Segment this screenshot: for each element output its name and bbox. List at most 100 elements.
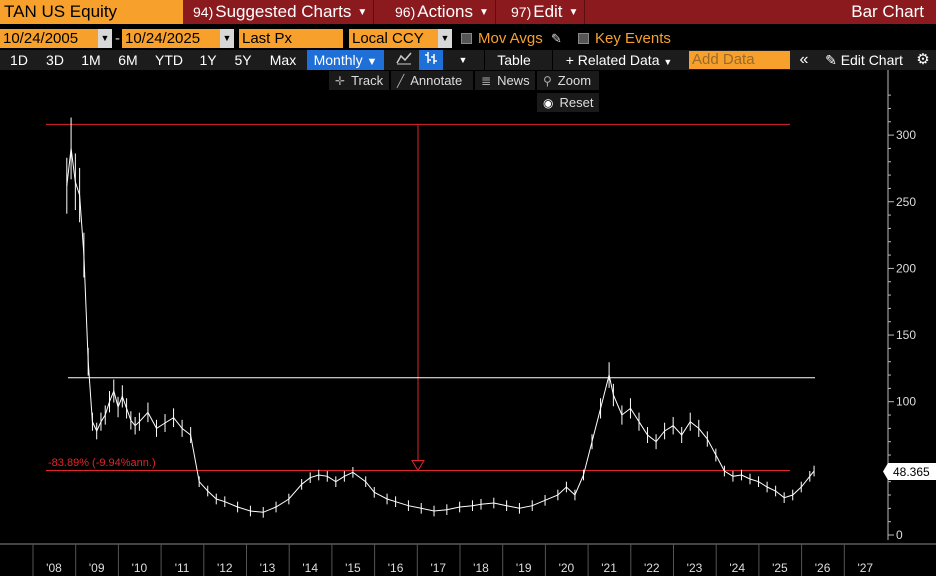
page-title: Bar Chart [851, 2, 924, 21]
x-tick-label: '10 [132, 561, 148, 575]
caret-down-icon: ▼ [478, 7, 489, 18]
chevron-down-icon[interactable]: ▼ [438, 29, 452, 48]
reset-button[interactable]: ◉ Reset [537, 93, 599, 112]
x-tick-label: '09 [89, 561, 105, 575]
x-tick-label: '12 [217, 561, 233, 575]
annotate-button[interactable]: ╱ Annotate [391, 71, 473, 90]
menu-number: 96) [395, 4, 416, 20]
zoom-button[interactable]: ⚲ Zoom [537, 71, 599, 90]
track-label: Track [351, 73, 384, 88]
chart-type-dropdown-icon[interactable]: ▼ [458, 55, 468, 65]
x-tick-label: '08 [46, 561, 62, 575]
period-toolbar: 1D 3D 1M 6M YTD 1Y 5Y Max Monthly ▼ ▼ Ta… [0, 50, 936, 70]
related-data-label: Related Data [577, 52, 660, 68]
crosshair-icon: ✛ [335, 74, 346, 88]
x-tick-label: '13 [260, 561, 276, 575]
period-1d[interactable]: 1D [10, 52, 28, 68]
x-tick-label: '23 [687, 561, 703, 575]
y-tick-label: 200 [896, 261, 916, 275]
ticker-field[interactable]: TAN US Equity [0, 0, 183, 24]
period-ytd[interactable]: YTD [155, 52, 183, 68]
y-tick-label: 0 [896, 528, 903, 542]
settings-row: 10/24/2005 ▼ - 10/24/2025 ▼ Last Px Loca… [0, 29, 936, 49]
end-date-value: 10/24/2025 [125, 30, 201, 47]
y-tick-label: 300 [896, 128, 916, 142]
add-data-input[interactable]: Add Data [689, 51, 790, 69]
start-date-field[interactable]: 10/24/2005 ▼ [0, 29, 112, 48]
checkbox-icon[interactable] [461, 33, 472, 44]
last-price-tag: 48.365 [883, 463, 936, 480]
x-tick-label: '25 [772, 561, 788, 575]
news-label: News [497, 73, 530, 88]
menu-number: 97) [511, 4, 532, 20]
menu-label: Suggested Charts [215, 2, 352, 21]
checkbox-icon[interactable] [578, 33, 589, 44]
menu-label: Edit [533, 2, 563, 21]
top-bar: TAN US Equity 94) Suggested Charts ▼ 96) Ac… [0, 0, 936, 24]
x-tick-label: '16 [388, 561, 404, 575]
period-1y[interactable]: 1Y [199, 52, 217, 68]
calendar-dropdown-icon[interactable]: ▼ [220, 29, 234, 48]
key-events-label: Key Events [595, 30, 671, 47]
menu-number: 94) [193, 4, 214, 20]
x-tick-label: '15 [345, 561, 361, 575]
actions-menu[interactable]: 96) Actions ▼ [389, 0, 496, 24]
x-tick-label: '20 [559, 561, 575, 575]
line-draw-icon: ╱ [397, 74, 405, 88]
price-ticks [66, 117, 815, 518]
edit-menu[interactable]: 97) Edit ▼ [505, 0, 586, 24]
frequency-value: Monthly [313, 52, 363, 68]
end-date-field[interactable]: 10/24/2025 ▼ [122, 29, 234, 48]
related-data-button[interactable]: + Related Data ▼ [556, 50, 682, 70]
period-6m[interactable]: 6M [118, 52, 138, 68]
period-5y[interactable]: 5Y [234, 52, 252, 68]
change-arrow-head [411, 459, 425, 472]
y-tick-label: 150 [896, 328, 916, 342]
x-tick-label: '17 [430, 561, 446, 575]
table-button[interactable]: Table [497, 52, 531, 68]
level-lines [46, 123, 815, 472]
caret-down-icon: ▼ [663, 57, 673, 67]
magnifier-icon: ⚲ [543, 74, 552, 88]
period-max[interactable]: Max [269, 52, 297, 68]
price-series-line [66, 148, 815, 513]
y-tick-label: 250 [896, 195, 916, 209]
triangle-down-icon: ▼ [366, 56, 378, 68]
track-button[interactable]: ✛ Track [329, 71, 389, 90]
suggested-charts-menu[interactable]: 94) Suggested Charts ▼ [187, 0, 375, 24]
x-tick-label: '19 [516, 561, 532, 575]
calendar-dropdown-icon[interactable]: ▼ [98, 29, 112, 48]
news-icon: ≣ [481, 74, 492, 88]
edit-chart-button[interactable]: ✎ Edit Chart [818, 50, 910, 70]
pencil-icon[interactable]: ✎ [551, 31, 562, 46]
line-chart-icon[interactable] [392, 50, 416, 70]
annotate-label: Annotate [410, 73, 463, 88]
key-events-toggle[interactable]: Key Events [578, 29, 671, 48]
pencil-icon: ✎ [825, 52, 837, 68]
mov-avgs-label: Mov Avgs [478, 30, 543, 47]
currency-value: Local CCY [352, 30, 424, 47]
x-tick-label: '22 [644, 561, 660, 575]
x-tick-label: '21 [601, 561, 617, 575]
caret-down-icon: ▼ [357, 7, 368, 18]
zoom-label: Zoom [557, 73, 592, 88]
last-price-value: 48.365 [893, 465, 930, 479]
collapse-left-icon[interactable]: « [799, 51, 809, 68]
reset-label: Reset [559, 95, 594, 110]
change-annotation: -83.89% (-9.94%ann.) [48, 457, 156, 469]
price-field-select[interactable]: Last Px [239, 29, 343, 48]
period-3d[interactable]: 3D [46, 52, 64, 68]
gear-icon[interactable]: ⚙ [916, 51, 930, 68]
bar-chart-icon[interactable] [419, 50, 443, 70]
news-button[interactable]: ≣ News [475, 71, 535, 90]
mov-avgs-toggle[interactable]: Mov Avgs [461, 29, 543, 48]
frequency-select[interactable]: Monthly ▼ [307, 50, 384, 70]
x-tick-label: '11 [175, 561, 190, 575]
x-tick-label: '26 [815, 561, 831, 575]
price-chart[interactable]: 300250200150100500 '08'09'10'11'12'13'14… [0, 70, 936, 576]
menu-label: Actions [417, 2, 473, 21]
x-tick-label: '24 [729, 561, 745, 575]
currency-select[interactable]: Local CCY ▼ [349, 29, 452, 48]
edit-chart-label: Edit Chart [840, 52, 903, 68]
period-1m[interactable]: 1M [81, 52, 101, 68]
